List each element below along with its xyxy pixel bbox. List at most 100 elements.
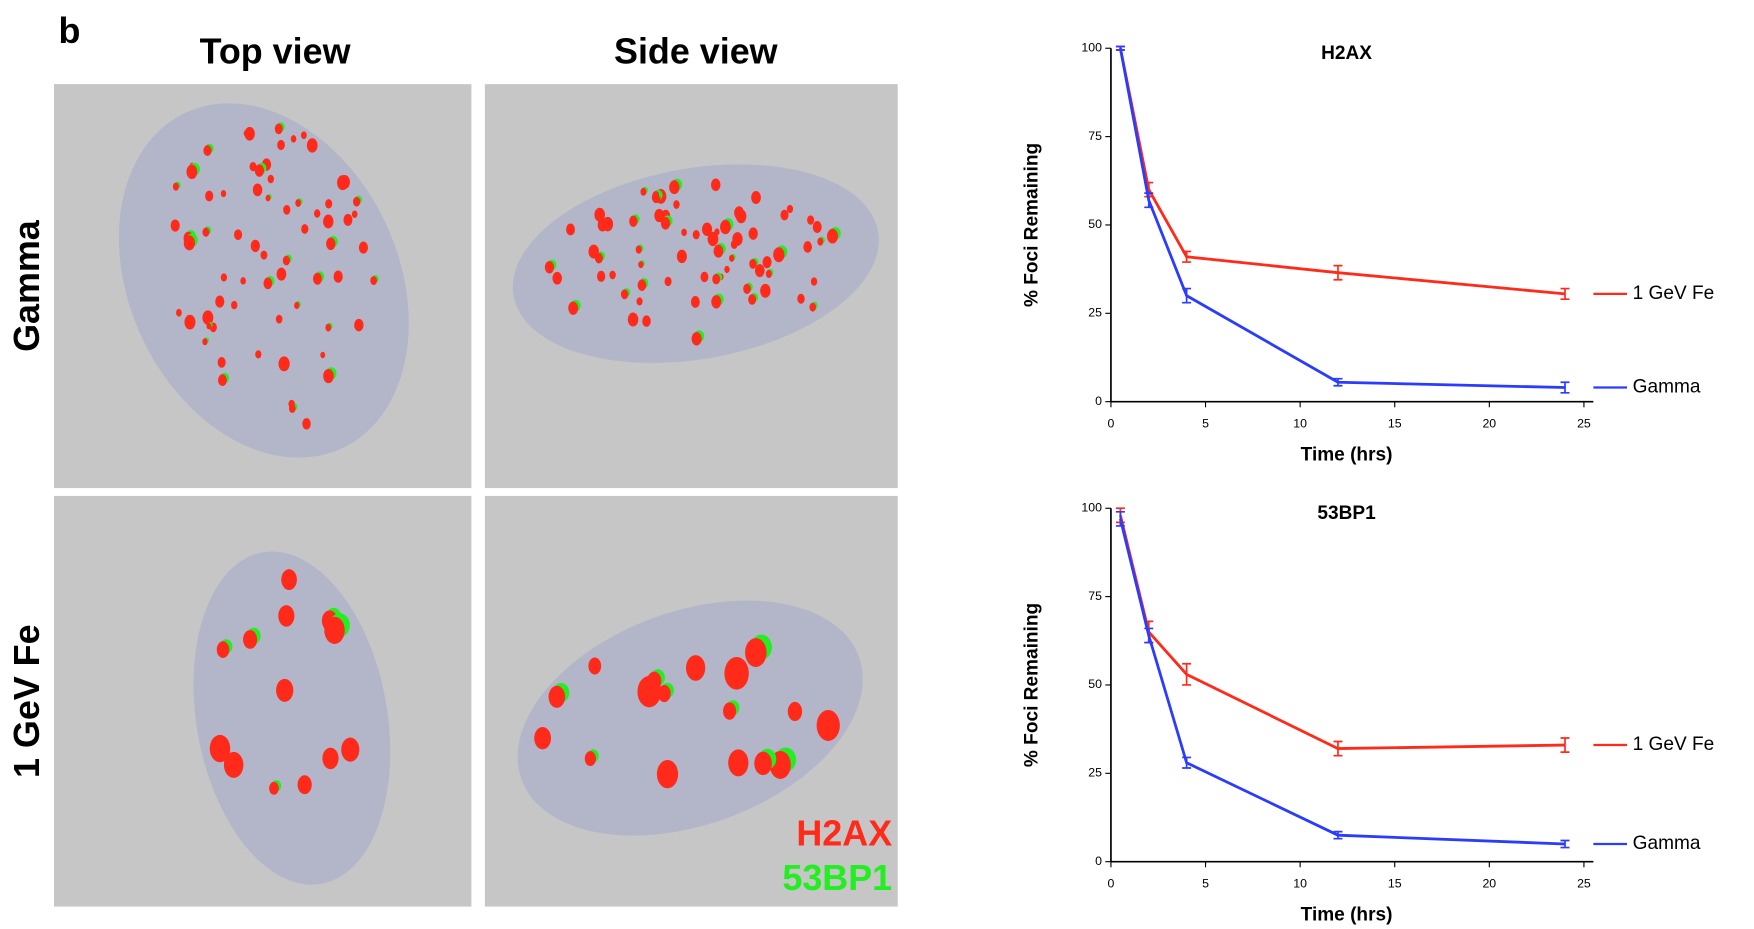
focus [202, 310, 213, 325]
y-tick-label: 25 [1088, 766, 1102, 780]
focus [597, 271, 605, 282]
focus [240, 277, 246, 284]
focus [787, 205, 793, 213]
focus [253, 183, 263, 196]
focus [642, 315, 651, 326]
focus [732, 232, 742, 246]
x-axis-label: Time (hrs) [1301, 905, 1393, 926]
focus [803, 241, 812, 253]
focus [288, 400, 294, 409]
focus [692, 332, 702, 345]
focus [711, 295, 721, 308]
focus [751, 191, 761, 204]
focus [773, 247, 784, 262]
focus [748, 294, 756, 305]
focus [323, 369, 334, 383]
focus [673, 200, 679, 209]
focus [701, 272, 709, 283]
focus [354, 319, 363, 332]
focus [728, 749, 748, 776]
focus [817, 238, 823, 246]
y-tick-label: 25 [1088, 306, 1102, 320]
focus [245, 127, 255, 141]
focus [184, 315, 195, 330]
focus [714, 245, 724, 258]
focus [343, 214, 352, 226]
focus [638, 279, 647, 291]
x-axis-label: Time (hrs) [1301, 445, 1393, 466]
focus [206, 323, 211, 329]
focus [255, 164, 264, 176]
focus [637, 676, 661, 707]
focus [276, 679, 293, 702]
focus [359, 241, 368, 253]
y-tick-label: 0 [1095, 394, 1102, 408]
focus [184, 235, 195, 250]
focus [749, 227, 758, 239]
focus [749, 259, 756, 269]
focus [609, 271, 615, 280]
focus [811, 277, 817, 285]
focus [724, 657, 748, 690]
legend-label: Gamma [1633, 377, 1701, 398]
focus [218, 374, 227, 386]
chart-title: H2AX [1321, 43, 1372, 64]
focus [594, 208, 605, 222]
focus [766, 270, 772, 278]
error-bar [1116, 46, 1125, 50]
x-tick-label: 5 [1202, 876, 1209, 890]
focus [202, 227, 209, 236]
focus [294, 302, 299, 309]
focus [322, 748, 338, 770]
focus [723, 702, 736, 719]
focus [277, 140, 285, 150]
focus [702, 223, 712, 236]
focus [251, 240, 260, 252]
focus [780, 210, 788, 221]
focus [734, 206, 744, 219]
focus [269, 782, 279, 795]
y-tick-label: 50 [1088, 677, 1102, 691]
focus [720, 220, 731, 234]
x-tick-label: 15 [1388, 416, 1402, 430]
focus [743, 284, 751, 294]
focus [301, 131, 307, 139]
focus [255, 350, 261, 358]
focus [638, 261, 643, 268]
focus [202, 338, 207, 345]
focus [278, 605, 294, 627]
focus [210, 735, 231, 762]
focus [745, 638, 767, 667]
focus [693, 230, 700, 239]
focus [277, 268, 287, 281]
focus [677, 250, 687, 263]
y-tick-label: 100 [1081, 501, 1102, 515]
focus [334, 270, 343, 282]
figure: b Top view Side view Gamma 1 GeV Fe H2AX… [0, 0, 1754, 929]
focus [755, 264, 765, 277]
y-axis-label: % Foci Remaining [1021, 143, 1042, 307]
focus [171, 219, 180, 231]
focus [173, 183, 179, 191]
focus [566, 224, 575, 236]
focus [275, 124, 283, 135]
focus [313, 273, 322, 285]
legend-label: 1 GeV Fe [1633, 734, 1715, 755]
x-tick-label: 15 [1388, 876, 1402, 890]
x-tick-label: 20 [1482, 416, 1496, 430]
focus [276, 315, 283, 324]
focus [283, 256, 290, 266]
focus [301, 224, 308, 234]
focus [325, 324, 331, 332]
focus [669, 180, 679, 194]
focus [628, 313, 638, 327]
series-line [1120, 515, 1565, 748]
focus [320, 352, 325, 358]
x-tick-label: 10 [1293, 416, 1307, 430]
x-tick-label: 20 [1482, 876, 1496, 890]
focus [817, 710, 840, 741]
x-tick-label: 0 [1108, 416, 1115, 430]
focus [797, 294, 804, 304]
focus [302, 418, 311, 429]
focus [760, 284, 770, 298]
